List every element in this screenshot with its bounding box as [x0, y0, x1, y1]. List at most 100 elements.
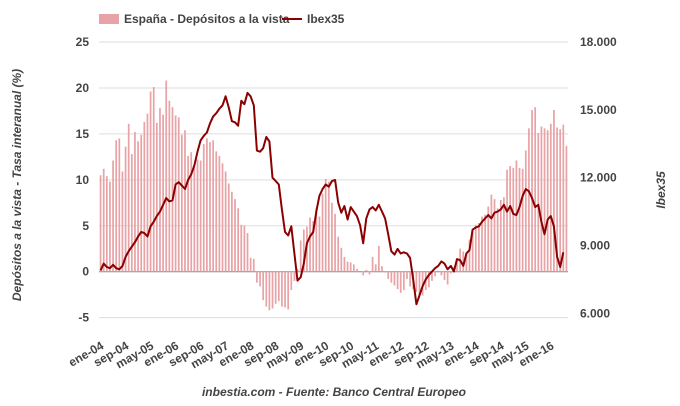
bar	[265, 271, 268, 307]
y-tick-label: 0	[82, 265, 89, 279]
bar	[140, 134, 143, 272]
bar	[105, 176, 108, 272]
bar	[440, 271, 443, 276]
bar	[374, 264, 377, 272]
bar	[362, 271, 365, 276]
y2-axis-title: Ibex35	[654, 171, 668, 209]
bar	[421, 271, 424, 296]
bar	[446, 271, 449, 285]
bar	[155, 122, 158, 272]
bar	[118, 138, 121, 272]
bar	[134, 132, 136, 272]
x-axis: ene-04sep-04may-05ene-06sep-06may-07ene-…	[66, 338, 556, 371]
bar	[346, 261, 349, 272]
bar	[212, 140, 214, 272]
bar	[484, 214, 487, 272]
y2-tick-label: 18.000	[580, 35, 617, 49]
y-tick-label: -5	[78, 311, 89, 325]
bar	[515, 160, 518, 272]
bar	[340, 247, 343, 272]
bar	[509, 166, 512, 272]
bar	[428, 271, 430, 288]
bar	[277, 271, 280, 302]
bar	[462, 251, 465, 272]
bar	[537, 132, 540, 272]
bar	[299, 240, 302, 272]
bar	[349, 262, 352, 272]
bar	[499, 200, 502, 272]
bar	[449, 271, 452, 274]
bar	[524, 150, 527, 272]
bar	[193, 166, 196, 272]
bar	[293, 271, 296, 281]
legend-bars-label: España - Depósitos a la vista	[124, 12, 290, 26]
bar	[490, 194, 493, 272]
bar	[487, 206, 490, 272]
bar	[159, 108, 161, 272]
bar	[243, 225, 246, 272]
bar	[115, 140, 118, 272]
y-tick-label: 5	[82, 219, 89, 233]
bar	[237, 208, 239, 272]
bar	[384, 271, 386, 273]
bar	[249, 257, 252, 272]
bar	[443, 271, 446, 280]
bar	[334, 213, 336, 272]
y2-tick-label: 15.000	[580, 103, 617, 117]
bar	[468, 239, 471, 272]
bar	[402, 271, 405, 291]
bar	[327, 181, 330, 272]
y2-tick-label: 12.000	[580, 171, 617, 185]
bar	[365, 269, 368, 272]
bar	[553, 109, 555, 272]
bar	[209, 142, 211, 272]
bar	[543, 128, 546, 272]
bar	[481, 216, 483, 272]
bar	[406, 271, 408, 280]
bar	[162, 114, 164, 272]
bar	[390, 271, 393, 283]
bar	[562, 124, 565, 272]
bar	[130, 154, 133, 272]
bar	[478, 222, 480, 272]
bar	[184, 130, 186, 272]
line-series	[99, 91, 565, 306]
bar	[281, 271, 283, 307]
bar	[518, 167, 521, 272]
bar	[240, 224, 243, 272]
bar	[331, 202, 333, 272]
bar	[246, 233, 249, 272]
bar	[368, 271, 371, 275]
bar	[534, 107, 537, 272]
bar	[121, 171, 124, 272]
bar	[112, 160, 114, 272]
bar	[171, 107, 174, 272]
bar	[202, 143, 205, 272]
bar	[109, 181, 111, 272]
bar	[146, 113, 149, 272]
bar	[287, 271, 290, 310]
bar	[302, 229, 305, 272]
bar	[549, 123, 552, 272]
bar	[190, 152, 193, 272]
y-tick-label: 25	[76, 35, 90, 49]
bar	[409, 271, 411, 287]
bar	[418, 271, 421, 295]
bar	[215, 151, 218, 272]
bar	[399, 271, 402, 293]
bar	[174, 115, 177, 272]
bar	[218, 155, 221, 272]
bar	[493, 199, 496, 272]
bar	[309, 217, 311, 272]
bar	[102, 168, 105, 272]
bar	[565, 145, 568, 272]
bar	[234, 199, 236, 272]
bar	[274, 271, 277, 304]
y-tick-label: 10	[76, 173, 90, 187]
bar	[284, 271, 286, 308]
bar	[434, 271, 436, 277]
legend-bars-swatch	[99, 14, 119, 24]
bar	[352, 264, 355, 272]
bar	[262, 271, 265, 301]
